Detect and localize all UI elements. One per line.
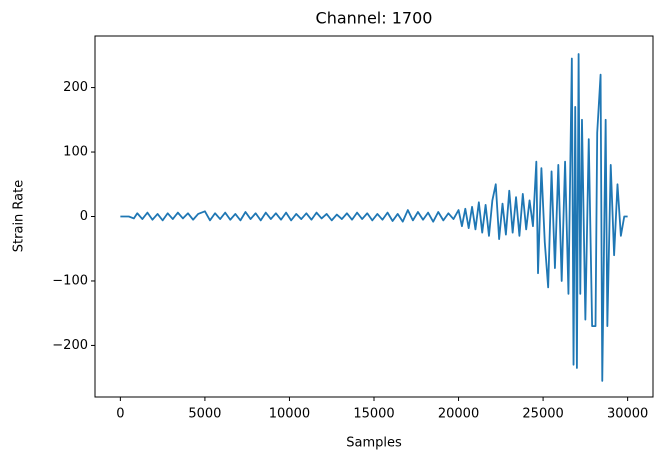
- y-tick-label: 100: [63, 145, 88, 160]
- x-tick-label: 20000: [438, 407, 479, 422]
- x-tick-label: 0: [116, 407, 124, 422]
- x-tick-label: 15000: [353, 407, 394, 422]
- x-tick-label: 25000: [522, 407, 563, 422]
- data-line: [120, 53, 628, 382]
- x-axis-label: Samples: [346, 436, 402, 451]
- chart-title: Channel: 1700: [316, 9, 433, 28]
- y-tick-label: 0: [80, 209, 88, 224]
- y-axis-label: Strain Rate: [12, 180, 27, 252]
- x-tick-label: 10000: [269, 407, 310, 422]
- x-tick-label: 5000: [188, 407, 221, 422]
- y-tick-label: 200: [63, 80, 88, 95]
- x-tick-label: 30000: [607, 407, 648, 422]
- y-tick-label: −100: [52, 273, 88, 288]
- y-tick-label: −200: [52, 338, 88, 353]
